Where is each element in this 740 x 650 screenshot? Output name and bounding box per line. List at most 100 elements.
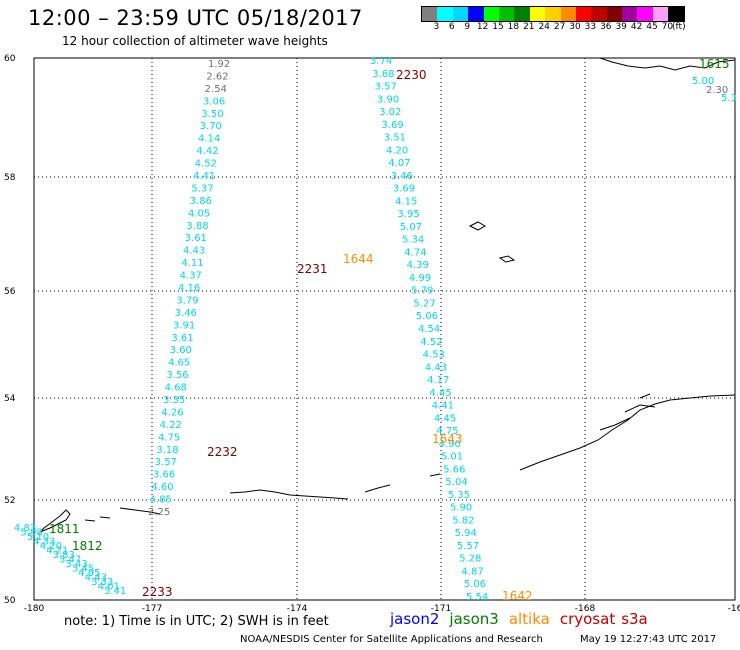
color-scale-label: (ft) — [672, 22, 686, 32]
wave-height-value: 3.60 — [170, 345, 192, 356]
color-scale-label: 27 — [553, 22, 566, 32]
wave-height-value: 3.33 — [91, 577, 113, 588]
wave-height-value: 5.06 — [416, 311, 438, 322]
wave-height-value: 5.34 — [402, 235, 424, 246]
color-scale-label: 15 — [492, 22, 504, 32]
alaska-coast-top — [599, 57, 736, 71]
color-scale-label: 30 — [569, 22, 581, 32]
latitude-label: 50 — [4, 596, 16, 606]
latitude-label: 52 — [4, 496, 15, 506]
color-scale-label: 45 — [646, 22, 658, 32]
wave-height-value: 4.05 — [188, 208, 210, 219]
pass-time-label: 1812 — [72, 539, 103, 553]
wave-height-value: 3.06 — [203, 96, 225, 107]
map-frame — [33, 57, 736, 601]
wave-height-value: 4.75 — [436, 426, 458, 437]
color-scale-label: 42 — [630, 22, 643, 32]
longitude-label: -180 — [24, 604, 45, 614]
wave-height-value: 5.66 — [443, 464, 465, 475]
wave-height-value: 3.88 — [186, 221, 208, 232]
color-scale-label: 9 — [464, 22, 471, 32]
color-swatch — [468, 7, 484, 21]
latitude-label: 60 — [4, 54, 16, 64]
wave-height-value: 3.61 — [171, 333, 193, 344]
wave-height-value: 5.79 — [411, 286, 433, 297]
wave-height-value: 3.50 — [201, 109, 223, 120]
wave-height-value: 5.01 — [441, 452, 463, 463]
wave-height-value: 3.46 — [391, 171, 413, 182]
wave-height-value: 4.99 — [409, 273, 431, 284]
wave-height-value: 4.87 — [461, 566, 483, 577]
color-swatch — [452, 7, 469, 21]
wave-height-value: 4.15 — [395, 196, 417, 207]
wave-height-value: 4.37 — [180, 271, 202, 282]
wave-height-value: 5.94 — [455, 528, 477, 539]
color-scale-label: 39 — [615, 22, 627, 32]
wave-height-value: 4.26 — [161, 407, 183, 418]
map-axes: 60 58 56 54 52 50 -180 -177 -174 -171 -168 -16 — [4, 54, 740, 614]
wave-height-value: 4.11 — [181, 258, 203, 269]
wave-height-value: 4.83 — [14, 523, 36, 534]
color-scale-label: 36 — [600, 22, 612, 32]
wave-height-value: 2.25 — [148, 507, 170, 518]
pass-time-label: 1615 — [699, 57, 730, 71]
wave-height-value: 3.61 — [185, 233, 207, 244]
longitude-label: -171 — [431, 604, 451, 614]
wave-height-value: 4.42 — [196, 146, 218, 157]
color-scale-labels: 3 6 9 12 15 18 21 24 27 30 33 36 39 42 45 70 (ft) — [421, 22, 740, 34]
wave-height-value: 5.00 — [692, 76, 714, 87]
latitude-label: 58 — [4, 173, 16, 183]
wave-height-value: 4.85 — [150, 495, 172, 506]
aleutian-islands-central — [229, 473, 441, 500]
color-scale-label: 33 — [584, 22, 597, 32]
wave-height-value: 4.14 — [198, 134, 220, 145]
kommandorski-islands — [39, 509, 71, 533]
color-scale-label: 3 — [433, 22, 440, 32]
wave-height-value: 2.62 — [206, 71, 228, 82]
pass-time-labels: 2230 2231 1644 2232 1643 1811 1812 2233 1642 1615 — [49, 57, 730, 603]
wave-height-value: 3.95 — [397, 209, 419, 220]
longitude-label: -16 — [728, 604, 740, 614]
wave-height-value: 3.69 — [381, 120, 403, 131]
latitude-label: 54 — [4, 394, 16, 404]
aleutian-islands-east — [519, 394, 736, 471]
color-swatch — [652, 7, 669, 21]
wave-height-value: 3.57 — [375, 82, 397, 93]
legend-cryosat: cryosat — [559, 610, 616, 628]
longitude-label: -168 — [575, 604, 596, 614]
wave-height-value: 4.43 — [425, 362, 447, 373]
wave-height-value: 4.95 — [78, 568, 100, 579]
wave-height-value: 5.28 — [459, 554, 481, 565]
wave-height-value: 5.27 — [413, 298, 435, 309]
coastline — [39, 57, 736, 533]
wave-height-value: 5.82 — [452, 515, 474, 526]
pass-time-label: 2232 — [207, 445, 238, 459]
legend-jason3: jason3 — [449, 610, 499, 628]
wave-height-value: 4.20 — [40, 541, 62, 552]
aleutian-islands-east-2 — [599, 393, 656, 431]
altimeter-tracks: 1.922.622.543.063.503.704.144.424.524.41… — [14, 56, 737, 603]
pass-time-label: 2233 — [142, 585, 173, 599]
wave-height-value: 5.3 — [721, 93, 737, 104]
pass-time-label: 2231 — [297, 262, 328, 276]
wave-height-value: 4.41 — [432, 401, 454, 412]
pass-time-label: 2230 — [396, 68, 427, 82]
wave-height-value: 4.45 — [429, 388, 451, 399]
color-scale-label: 18 — [507, 22, 520, 32]
wave-height-value: 4.75 — [158, 432, 180, 443]
wave-height-value: 5.35 — [448, 490, 470, 501]
wave-height-value: 4.45 — [434, 413, 456, 424]
legend-altika: altika — [508, 610, 550, 628]
color-swatch — [545, 7, 561, 21]
wave-height-color-scale — [421, 6, 685, 22]
wave-height-value: 4.20 — [386, 145, 408, 156]
color-swatch — [606, 7, 623, 21]
wave-height-value: 4.16 — [178, 283, 200, 294]
wave-height-value: 4.22 — [160, 420, 182, 431]
color-scale-label: 24 — [538, 22, 550, 32]
color-swatch — [591, 7, 607, 21]
generation-timestamp: May 19 12:27:43 UTC 2017 — [580, 634, 717, 645]
wave-height-value: 5.37 — [191, 183, 213, 194]
satellite-legend: jason2 jason3 altika cryosat s3a — [390, 610, 658, 628]
